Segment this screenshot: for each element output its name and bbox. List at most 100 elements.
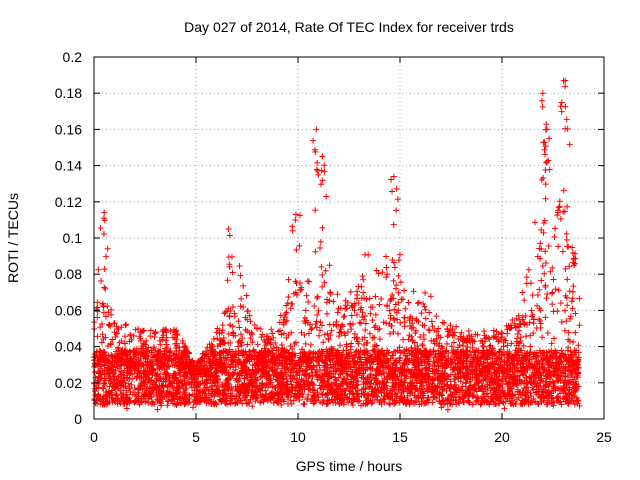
- data-point: [334, 291, 341, 298]
- data-point: [564, 302, 571, 309]
- data-point: [477, 401, 484, 408]
- data-point: [541, 270, 548, 277]
- data-point: [107, 322, 114, 329]
- data-point: [522, 385, 529, 392]
- data-point: [499, 330, 506, 337]
- data-point: [104, 303, 111, 310]
- data-point: [127, 331, 134, 338]
- data-point: [576, 295, 583, 302]
- data-point: [95, 266, 102, 273]
- data-point: [371, 334, 378, 341]
- data-point: [508, 340, 515, 347]
- data-point: [399, 296, 406, 303]
- data-point: [348, 326, 355, 333]
- data-point: [546, 135, 553, 142]
- data-point: [567, 315, 574, 322]
- data-point: [312, 248, 319, 255]
- data-point: [347, 321, 354, 328]
- data-point: [318, 263, 325, 270]
- data-point: [565, 329, 572, 336]
- data-point: [297, 363, 304, 370]
- data-point: [303, 292, 310, 299]
- data-point: [315, 332, 322, 339]
- data-point: [438, 404, 445, 411]
- data-point: [323, 401, 330, 408]
- data-point: [285, 294, 292, 301]
- data-point: [321, 331, 328, 338]
- data-point: [570, 283, 577, 290]
- data-point: [564, 276, 571, 283]
- data-point: [326, 321, 333, 328]
- data-point: [164, 402, 171, 409]
- data-point: [570, 338, 577, 345]
- data-point: [504, 342, 511, 349]
- data-point: [509, 317, 516, 324]
- data-point: [243, 292, 250, 299]
- data-point: [272, 339, 279, 346]
- data-point: [292, 352, 299, 359]
- data-point: [415, 299, 422, 306]
- data-point: [334, 309, 341, 316]
- data-point: [376, 301, 383, 308]
- data-point: [557, 300, 564, 307]
- data-point: [237, 303, 244, 310]
- data-point: [314, 312, 321, 319]
- data-point: [238, 295, 245, 302]
- data-point: [348, 312, 355, 319]
- data-point: [386, 307, 393, 314]
- data-point: [558, 318, 565, 325]
- data-point: [558, 347, 565, 354]
- data-point: [340, 314, 347, 321]
- data-point: [571, 401, 578, 408]
- data-point: [182, 371, 189, 378]
- data-point: [360, 276, 367, 283]
- data-point: [364, 348, 371, 355]
- data-point: [322, 267, 329, 274]
- data-point: [559, 248, 566, 255]
- data-point: [281, 314, 288, 321]
- data-point: [537, 307, 544, 314]
- data-point: [458, 329, 465, 336]
- data-point: [405, 299, 412, 306]
- data-point: [287, 305, 294, 312]
- data-point: [422, 306, 429, 313]
- data-point: [550, 276, 557, 283]
- data-point: [437, 334, 444, 341]
- data-point: [391, 384, 398, 391]
- data-point: [386, 400, 393, 407]
- data-point: [94, 333, 101, 340]
- data-point: [386, 401, 393, 408]
- data-point: [429, 323, 436, 330]
- data-point: [532, 219, 539, 226]
- data-point: [328, 327, 335, 334]
- data-point: [366, 295, 373, 302]
- data-point: [344, 329, 351, 336]
- data-point: [337, 342, 344, 349]
- data-point: [365, 251, 372, 258]
- data-point: [355, 378, 362, 385]
- data-point: [528, 307, 535, 314]
- data-point: [393, 309, 400, 316]
- data-point: [237, 331, 244, 338]
- data-point: [102, 285, 109, 292]
- data-point: [239, 335, 246, 342]
- data-point: [425, 326, 432, 333]
- data-point: [421, 303, 428, 310]
- data-point: [552, 225, 559, 232]
- data-point: [362, 326, 369, 333]
- data-point: [529, 292, 536, 299]
- data-point: [229, 323, 236, 330]
- data-point: [114, 392, 121, 399]
- data-point: [254, 325, 261, 332]
- data-point: [320, 339, 327, 346]
- data-point: [563, 236, 570, 243]
- data-point: [319, 224, 326, 231]
- data-point: [447, 378, 454, 385]
- data-point: [229, 329, 236, 336]
- data-point: [400, 336, 407, 343]
- data-point: [163, 341, 170, 348]
- data-point: [395, 289, 402, 296]
- data-point: [227, 340, 234, 347]
- data-point: [435, 325, 442, 332]
